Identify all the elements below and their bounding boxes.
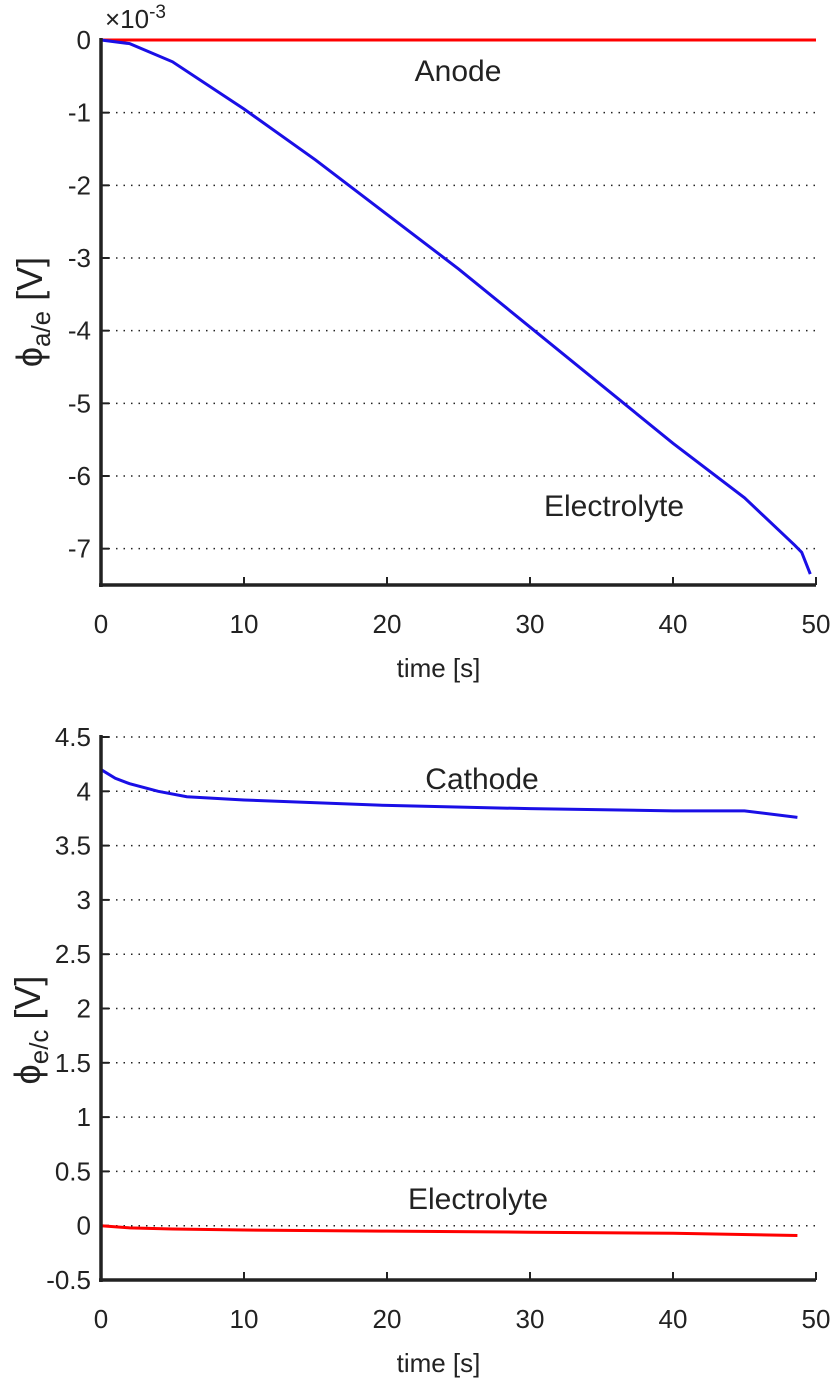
y-tick-label: 1 — [77, 1102, 91, 1132]
annotation: Electrolyte — [544, 490, 684, 523]
y-tick-label: 3.5 — [55, 831, 91, 861]
y-tick-label: -6 — [68, 461, 91, 491]
y-axis-label: ϕe/c [V] — [7, 976, 54, 1085]
series-line — [100, 1224, 798, 1237]
y-tick-label: 0 — [77, 1211, 91, 1241]
y-tick-label: -4 — [68, 316, 91, 346]
exponent-base: ×10 — [105, 4, 149, 34]
y-tick-label: 1.5 — [55, 1048, 91, 1078]
y-tick-label: 2 — [77, 994, 91, 1024]
x-axis-label: time [s] — [397, 653, 481, 683]
x-tick-label: 30 — [516, 1304, 545, 1334]
x-tick-label: 0 — [94, 1304, 108, 1334]
x-tick-label: 20 — [373, 1304, 402, 1334]
y-tick-label: -2 — [68, 170, 91, 200]
y-exponent: ×10-3 — [105, 2, 166, 34]
y-tick-label: 2.5 — [55, 939, 91, 969]
x-tick-label: 50 — [802, 609, 831, 639]
y-label-symbol: ϕ — [9, 347, 50, 367]
x-tick-label: 30 — [516, 609, 545, 639]
x-tick-label: 10 — [230, 609, 259, 639]
y-tick-label: -3 — [68, 243, 91, 273]
y-tick-label: -1 — [68, 98, 91, 128]
x-tick-label: 50 — [802, 1304, 831, 1334]
y-label-subscript: a/e — [26, 311, 56, 347]
y-label-unit: [V] — [7, 976, 48, 1020]
annotation: Electrolyte — [408, 1183, 548, 1216]
y-tick-label: -5 — [68, 388, 91, 418]
y-tick-label: 4.5 — [55, 722, 91, 752]
x-tick-label: 40 — [659, 1304, 688, 1334]
y-tick-label: 0 — [77, 25, 91, 55]
x-tick-label: 0 — [94, 609, 108, 639]
y-tick-label: 0.5 — [55, 1156, 91, 1186]
x-tick-label: 10 — [230, 1304, 259, 1334]
annotation: Cathode — [425, 763, 538, 796]
y-tick-label: -0.5 — [46, 1265, 91, 1295]
y-label-unit: [V] — [9, 257, 50, 301]
x-tick-label: 20 — [373, 609, 402, 639]
x-axis-label: time [s] — [397, 1348, 481, 1378]
y-label-subscript: e/c — [24, 1030, 54, 1065]
y-label-symbol: ϕ — [7, 1064, 48, 1084]
annotation: Anode — [415, 55, 502, 88]
y-tick-label: 3 — [77, 885, 91, 915]
series-line — [100, 38, 812, 575]
exponent-power: -3 — [149, 2, 166, 23]
y-tick-label: -7 — [68, 534, 91, 564]
y-axis-label: ϕa/e [V] — [9, 257, 56, 367]
y-tick-label: 4 — [77, 776, 91, 806]
x-tick-label: 40 — [659, 609, 688, 639]
series-line — [100, 768, 798, 819]
